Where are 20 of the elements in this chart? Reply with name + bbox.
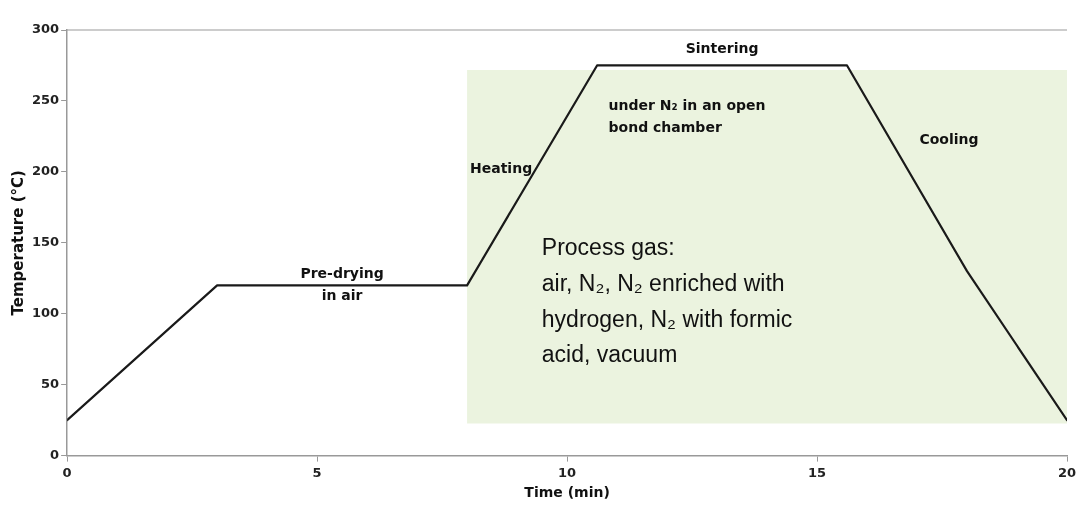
annotation: Cooling [919,131,979,148]
y-tick-label: 50 [41,376,60,392]
y-tick-label: 0 [50,446,60,462]
annotation: Heating [470,159,533,176]
x-axis-title: Time (min) [524,484,610,501]
annotation: Process gas: air, N₂, N₂ enriched with hydrogen, N₂ with formic acid, vacuum [541,234,793,368]
annotation: under N₂ in an open bond chamber [608,97,766,136]
x-tick-label: 0 [62,464,72,480]
annotation: Pre-drying in air [300,265,384,303]
x-tick-label: 20 [1057,464,1077,480]
annotation: Sintering [685,40,759,57]
x-tick-label: 10 [558,464,577,480]
y-tick-label: 300 [32,21,60,37]
x-tick-label: 15 [807,464,827,480]
y-axis-title: Temperature (°C) [8,170,27,316]
y-tick-label: 200 [32,163,60,179]
x-tick-label: 5 [312,464,322,480]
y-tick-label: 150 [32,234,60,250]
y-tick-label: 250 [32,92,60,108]
y-tick-label: 100 [32,305,60,321]
